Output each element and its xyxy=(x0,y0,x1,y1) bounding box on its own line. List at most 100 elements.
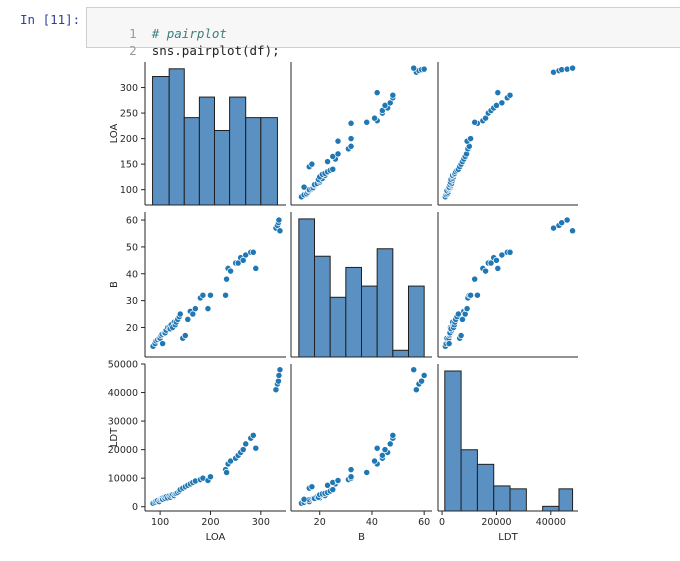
scatter-point-b-vs-loa xyxy=(276,227,284,235)
scatter-point-ldt-vs-b xyxy=(389,431,397,439)
histogram-bar-b xyxy=(329,296,347,358)
scatter-point-b-vs-ldt xyxy=(459,315,466,323)
scatter-point-ldt-vs-loa xyxy=(272,386,280,394)
scatter-point-loa-vs-b xyxy=(363,118,371,126)
scatter-point-ldt-vs-b xyxy=(300,495,308,503)
scatter-point-ldt-vs-b xyxy=(378,451,386,459)
histogram-bar-b xyxy=(298,218,316,358)
scatter-point-b-vs-loa xyxy=(181,332,189,339)
y-tick-label: 100 xyxy=(120,185,138,196)
code-cell-input[interactable]: 1 # pairplot 2 sns.pairplot(df); xyxy=(86,7,680,58)
scatter-point-ldt-vs-loa xyxy=(249,431,257,439)
scatter-point-ldt-vs-b xyxy=(329,486,337,494)
scatter-point-ldt-vs-loa xyxy=(223,469,231,476)
scatter-point-b-vs-ldt xyxy=(463,305,471,313)
scatter-point-loa-vs-ldt xyxy=(492,101,500,109)
scatter-point-b-vs-ldt xyxy=(471,275,479,283)
y-tick-label: 50 xyxy=(126,242,138,253)
scatter-point-ldt-vs-b xyxy=(381,446,389,454)
x-tick-label: 300 xyxy=(252,517,270,528)
scatter-point-b-vs-ldt xyxy=(498,251,506,259)
scatter-point-b-vs-loa xyxy=(222,291,230,299)
scatter-point-ldt-vs-b xyxy=(363,469,371,476)
x-axis-label-loa: LOA xyxy=(206,532,226,543)
histogram-bar-loa xyxy=(260,117,278,206)
scatter-point-ldt-vs-b xyxy=(347,473,355,481)
scatter-point-ldt-vs-b xyxy=(371,457,379,465)
scatter-point-ldt-vs-b xyxy=(412,386,420,394)
scatter-point-ldt-vs-b xyxy=(418,377,426,385)
scatter-point-ldt-vs-loa xyxy=(242,440,250,448)
histogram-bar-loa xyxy=(245,117,262,206)
y-axis-label-b: B xyxy=(109,281,120,288)
scatter-point-loa-vs-b xyxy=(334,137,342,145)
scatter-point-b-vs-loa xyxy=(227,267,235,275)
line-number: 1 xyxy=(129,26,137,41)
histogram-bar-ldt xyxy=(444,370,462,512)
x-axis-label-b: B xyxy=(358,532,365,543)
histogram-bar-b xyxy=(392,349,410,358)
histogram-bar-loa xyxy=(198,96,215,206)
scatter-point-loa-vs-b xyxy=(347,135,355,143)
scatter-point-b-vs-ldt xyxy=(487,259,495,267)
x-tick-label: 0 xyxy=(439,517,445,528)
scatter-point-loa-vs-ldt xyxy=(569,64,577,72)
scatter-point-loa-vs-b xyxy=(324,158,332,166)
histogram-bar-ldt xyxy=(558,488,574,512)
y-tick-label: 20 xyxy=(126,323,138,334)
histogram-bar-b xyxy=(314,255,331,358)
scatter-point-b-vs-loa xyxy=(252,264,260,272)
scatter-point-b-vs-loa xyxy=(191,305,199,313)
histogram-bar-ldt xyxy=(476,463,495,512)
histogram-bar-ldt xyxy=(509,488,527,512)
scatter-point-loa-vs-b xyxy=(347,119,355,127)
y-tick-label: 10000 xyxy=(108,474,138,485)
scatter-point-ldt-vs-b xyxy=(324,481,332,489)
scatter-point-ldt-vs-b xyxy=(308,483,316,491)
scatter-point-ldt-vs-loa xyxy=(239,446,247,454)
histogram-bar-loa xyxy=(152,76,170,206)
x-tick-label: 40 xyxy=(366,517,378,528)
scatter-point-b-vs-ldt xyxy=(506,248,514,256)
histogram-bar-b xyxy=(376,248,394,358)
scatter-point-b-vs-ldt xyxy=(569,227,577,235)
scatter-point-loa-vs-b xyxy=(371,114,379,122)
scatter-point-b-vs-ldt xyxy=(482,267,490,275)
scatter-point-loa-vs-ldt xyxy=(471,118,479,126)
y-tick-label: 60 xyxy=(126,216,138,227)
x-tick-label: 200 xyxy=(201,517,219,528)
scatter-point-b-vs-ldt xyxy=(467,291,475,299)
code-comment: # pairplot xyxy=(151,26,227,41)
cell-prompt: In [11]: xyxy=(20,12,81,27)
scatter-point-b-vs-loa xyxy=(204,305,212,313)
y-tick-label: 30 xyxy=(126,296,138,307)
scatter-point-b-vs-loa xyxy=(184,315,192,323)
histogram-bar-ldt xyxy=(542,505,560,512)
y-axis-label-loa: LOA xyxy=(109,123,120,143)
scatter-point-ldt-vs-b xyxy=(347,466,355,474)
y-tick-label: 200 xyxy=(120,134,138,145)
scatter-point-ldt-vs-b xyxy=(334,477,342,484)
y-axis-label-ldt: LDT xyxy=(109,427,120,447)
scatter-point-b-vs-loa xyxy=(275,216,283,224)
histogram-bar-loa xyxy=(213,129,231,206)
code-line-2[interactable]: 2 sns.pairplot(df); xyxy=(99,28,280,73)
histogram-bar-loa xyxy=(183,117,200,206)
y-tick-label: 20000 xyxy=(108,445,138,456)
scatter-point-b-vs-ldt xyxy=(494,264,502,272)
scatter-point-ldt-vs-b xyxy=(386,440,394,448)
scatter-point-b-vs-ldt xyxy=(550,224,557,232)
histogram-bar-b xyxy=(408,285,425,358)
code-statement: sns.pairplot(df); xyxy=(151,43,280,58)
scatter-point-b-vs-ldt xyxy=(454,310,462,318)
scatter-point-b-vs-ldt xyxy=(457,332,465,339)
code-line-1[interactable]: 1 # pairplot xyxy=(99,11,227,56)
scatter-point-b-vs-ldt xyxy=(445,340,453,348)
scatter-point-ldt-vs-b xyxy=(420,371,428,379)
y-tick-label: 250 xyxy=(120,109,138,120)
scatter-point-ldt-vs-loa xyxy=(275,371,283,379)
scatter-point-ldt-vs-b xyxy=(373,444,381,452)
scatter-point-loa-vs-b xyxy=(420,65,428,73)
histogram-bar-ldt xyxy=(493,485,511,512)
